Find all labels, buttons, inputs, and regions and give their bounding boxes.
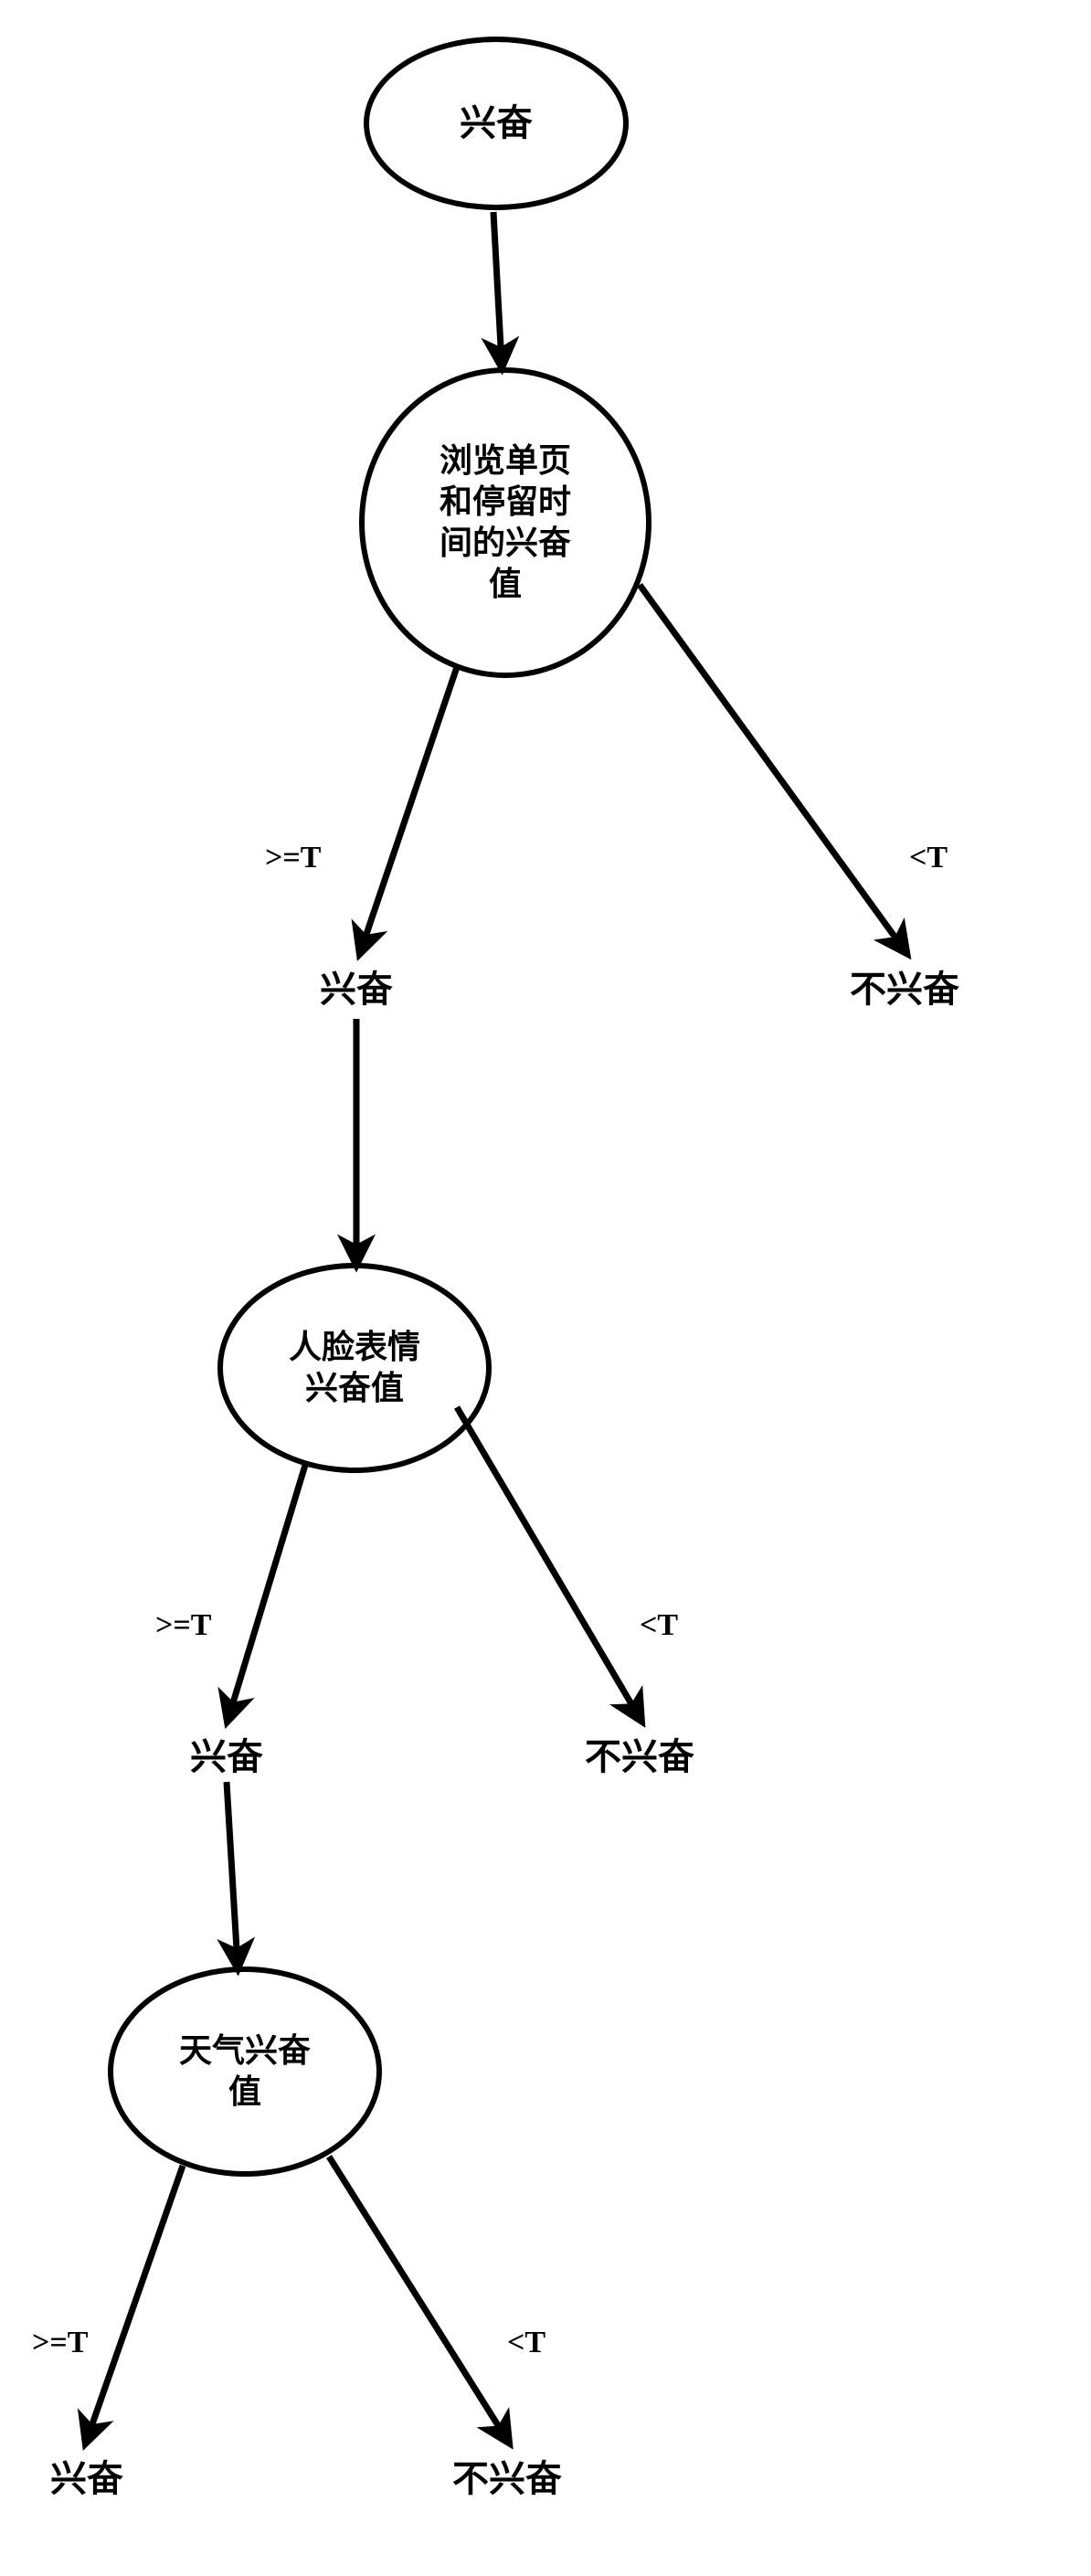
edge-label-e9: <T	[507, 2326, 546, 2360]
leaf-not-excited-1: 不兴奋	[850, 959, 959, 1012]
edge-e2	[361, 667, 457, 950]
edge-label-e5: >=T	[155, 1608, 211, 1643]
node-root-label: 兴奋	[460, 101, 533, 146]
edge-e6	[457, 1407, 640, 1718]
edge-e5	[228, 1462, 306, 1718]
edge-e7	[227, 1782, 238, 1965]
edge-e8	[87, 2166, 183, 2440]
node-weather-value: 天气兴奋值	[108, 1966, 382, 2177]
edge-label-e8: >=T	[32, 2326, 88, 2360]
flowchart-canvas: 兴奋 浏览单页和停留时间的兴奋值 人脸表情兴奋值 天气兴奋值 兴奋 不兴奋 兴奋…	[0, 0, 1091, 2576]
edge-label-e3: <T	[909, 841, 948, 875]
edge-e9	[329, 2157, 507, 2440]
node-face-value: 人脸表情兴奋值	[217, 1263, 492, 1473]
node-browse-value: 浏览单页和停留时间的兴奋值	[359, 367, 651, 678]
edge-label-e2: >=T	[265, 841, 321, 875]
edge-e1	[493, 212, 502, 364]
node-browse-label: 浏览单页和停留时间的兴奋值	[440, 440, 571, 605]
leaf-excited-3: 兴奋	[50, 2449, 123, 2502]
edge-e3	[640, 585, 905, 950]
leaf-not-excited-2: 不兴奋	[585, 1727, 694, 1780]
edge-label-e6: <T	[640, 1608, 678, 1643]
node-root-excited: 兴奋	[364, 37, 629, 210]
leaf-excited-1: 兴奋	[320, 959, 393, 1012]
node-face-label: 人脸表情兴奋值	[289, 1327, 420, 1409]
leaf-excited-2: 兴奋	[190, 1727, 263, 1780]
node-weather-label: 天气兴奋值	[179, 2030, 311, 2113]
leaf-not-excited-3: 不兴奋	[452, 2449, 562, 2502]
